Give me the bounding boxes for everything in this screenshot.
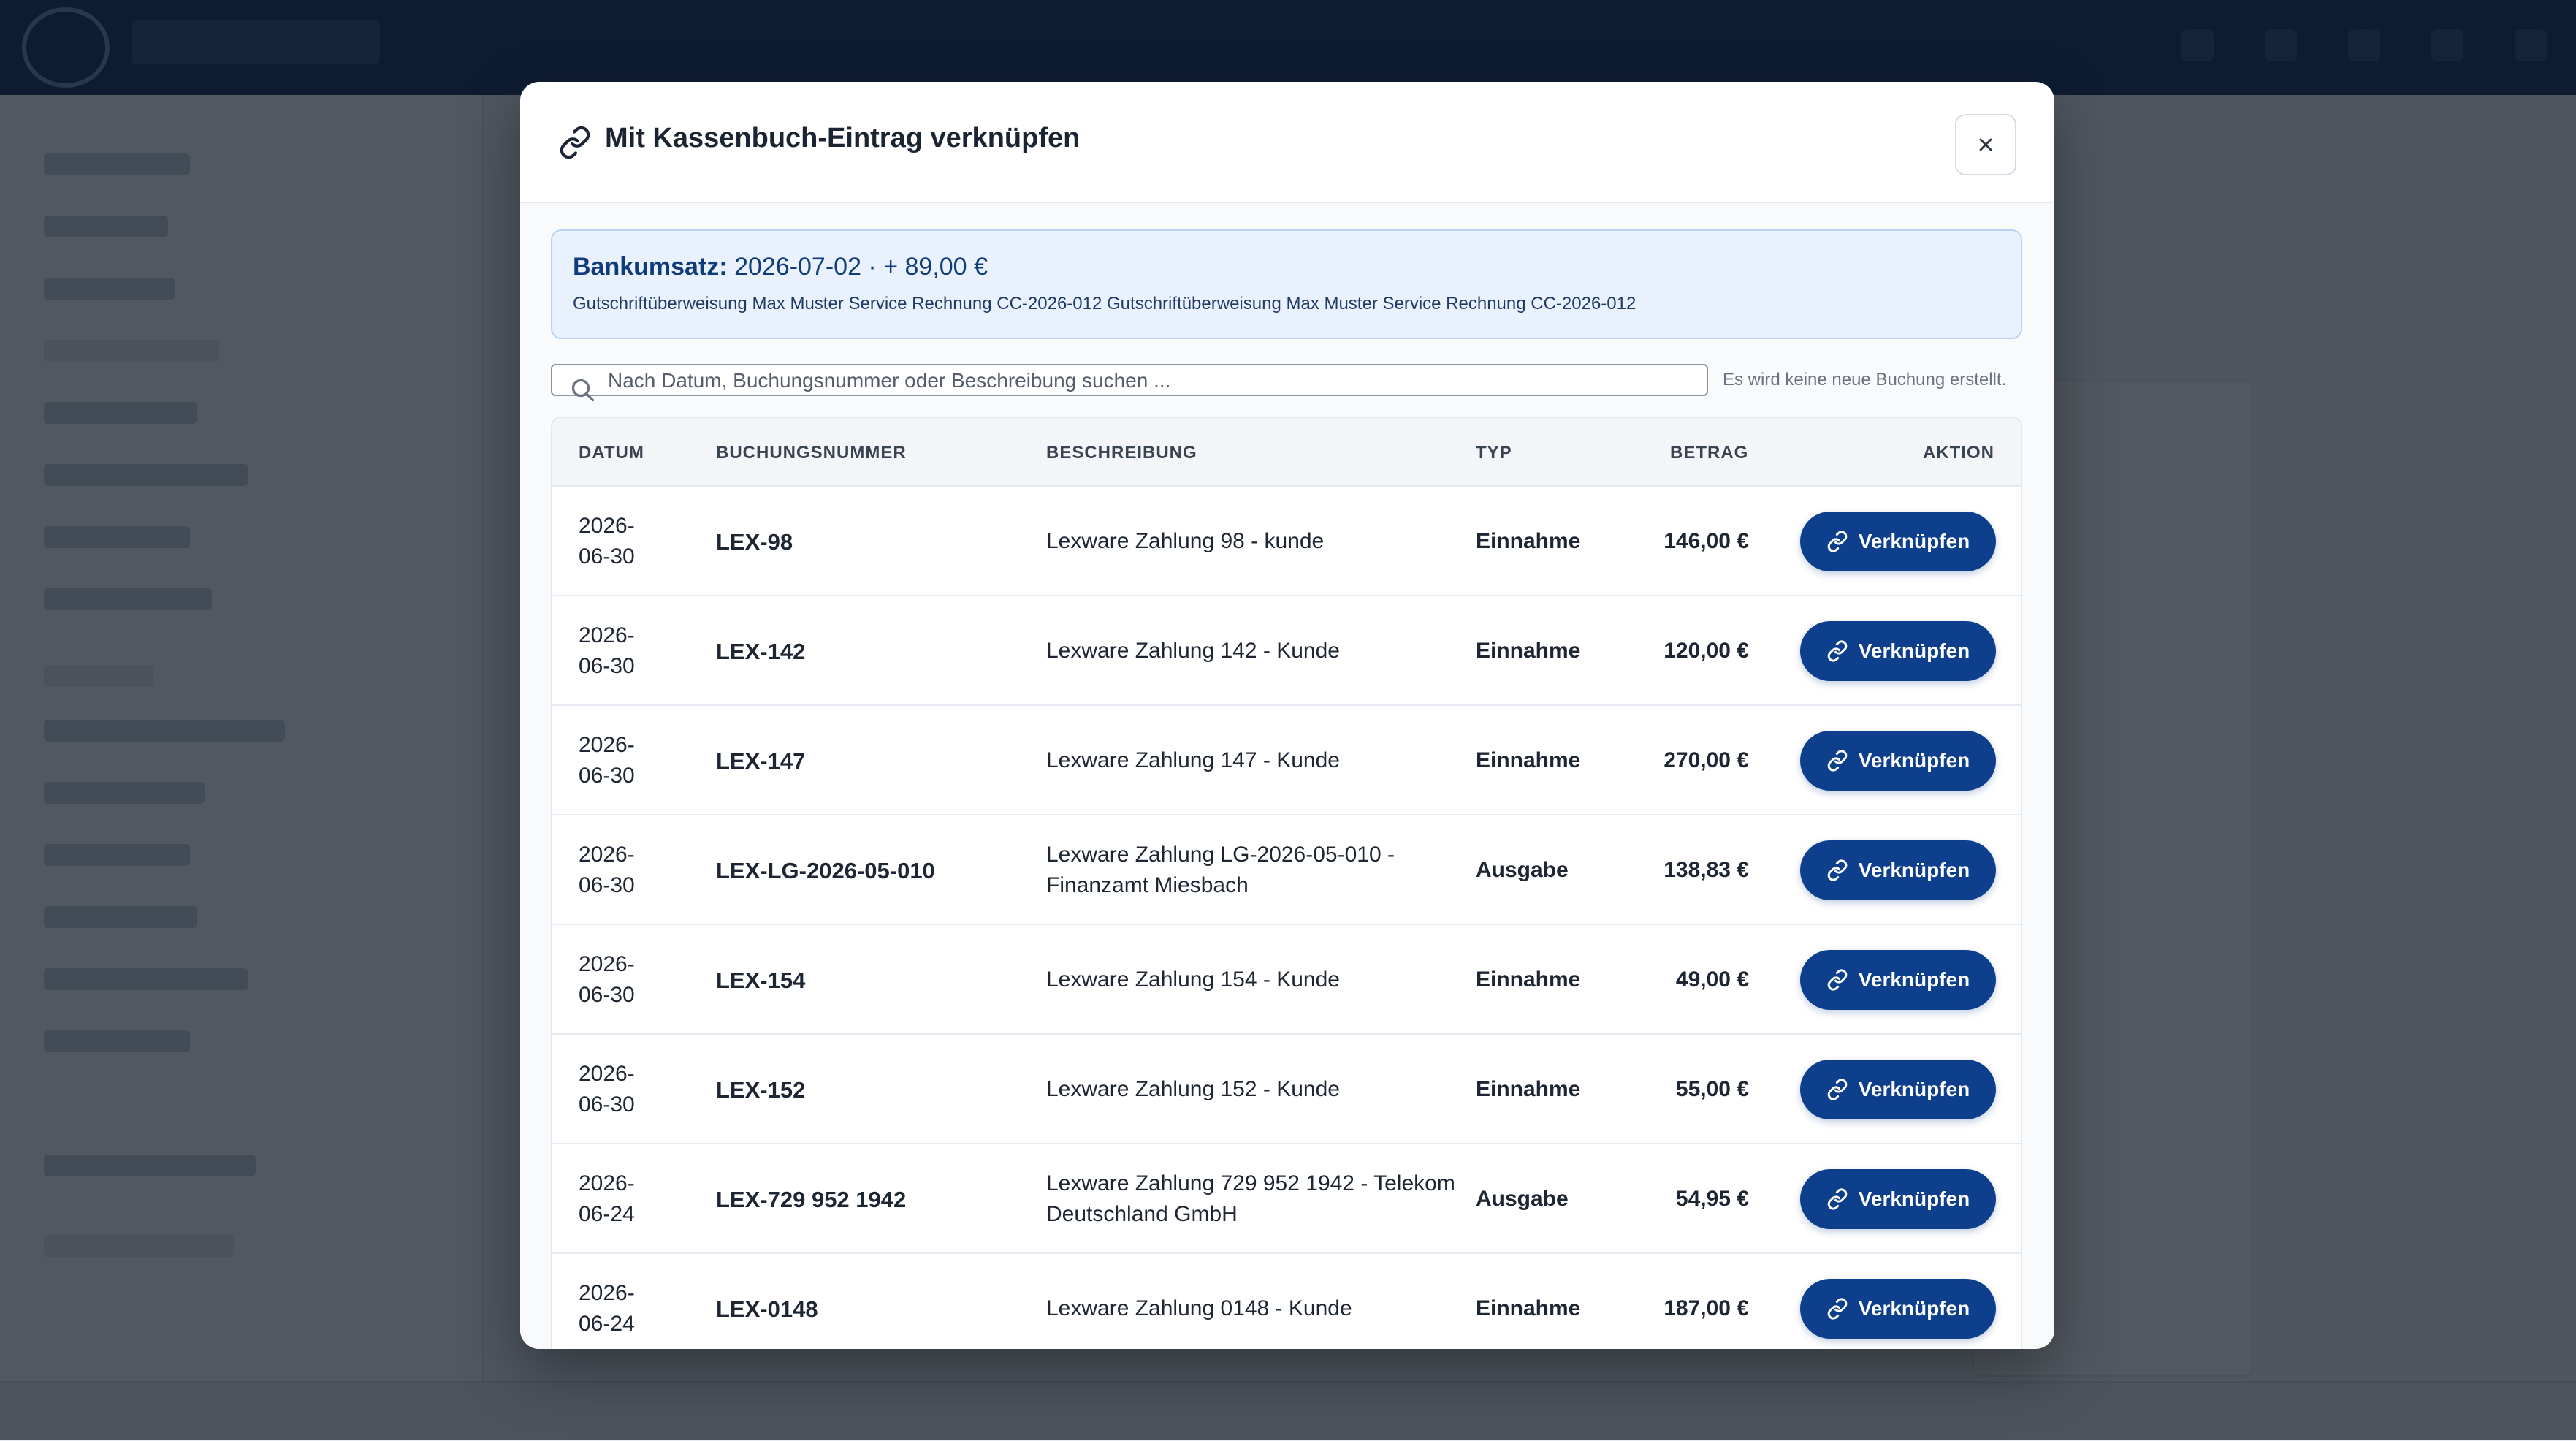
entry-number: LEX-LG-2026-05-010 [716, 858, 935, 883]
entry-description: Lexware Zahlung LG-2026-05-010 - Finanza… [1046, 843, 1395, 897]
column-header-description: BESCHREIBUNG [1046, 443, 1197, 463]
link-entry-button-label: Verknüpfen [1858, 859, 1970, 881]
link-entry-button[interactable]: Verknüpfen [1800, 731, 1996, 791]
link-entry-button-label: Verknüpfen [1858, 639, 1970, 662]
link-entry-button[interactable]: Verknüpfen [1800, 512, 1996, 571]
table-row: 2026-06-30 LEX-154 Lexware Zahlung 154 - K… [552, 925, 2021, 1035]
dialog-header: Mit Kassenbuch-Eintrag verknüpfen [520, 82, 2054, 203]
entry-description: Lexware Zahlung 152 - Kunde [1046, 1077, 1340, 1101]
bank-transaction-info: Bankumsatz: 2026-07-02 · + 89,00 € Gutsc… [551, 229, 2022, 339]
entry-description: Lexware Zahlung 98 - kunde [1046, 529, 1325, 553]
entry-description: Lexware Zahlung 0148 - Kunde [1046, 1296, 1352, 1320]
link-entry-button-label: Verknüpfen [1858, 1297, 1970, 1320]
table-row: 2026-06-24 LEX-729 952 1942 Lexware Zahlun… [552, 1144, 2021, 1254]
search-field[interactable] [551, 364, 1708, 402]
entry-date: 2026-06-30 [579, 843, 635, 897]
entry-description: Lexware Zahlung 729 952 1942 - Telekom D… [1046, 1171, 1455, 1226]
link-icon [1827, 859, 1848, 881]
link-entry-button[interactable]: Verknüpfen [1800, 621, 1996, 681]
table-row: 2026-06-30 LEX-152 Lexware Zahlung 152 - K… [552, 1035, 2021, 1144]
entry-number: LEX-729 952 1942 [716, 1187, 907, 1212]
entry-description: Lexware Zahlung 142 - Kunde [1046, 639, 1340, 663]
bank-transaction-summary: Bankumsatz: 2026-07-02 · + 89,00 € [573, 253, 988, 281]
column-header-action: AKTION [1923, 443, 1994, 463]
entry-amount: 55,00 € [1675, 1077, 1749, 1101]
entry-number: LEX-147 [716, 748, 806, 774]
column-header-number: BUCHUNGSNUMMER [716, 443, 907, 463]
table-row: 2026-06-30 LEX-147 Lexware Zahlung 147 - K… [552, 706, 2021, 815]
search-input[interactable] [606, 365, 1698, 396]
dialog-body: Bankumsatz: 2026-07-02 · + 89,00 € Gutsc… [520, 203, 2054, 1349]
entry-date: 2026-06-30 [579, 514, 635, 569]
entry-amount: 270,00 € [1664, 748, 1749, 772]
close-icon [1979, 138, 1992, 151]
bank-transaction-label: Bankumsatz: [573, 253, 728, 281]
entry-date: 2026-06-30 [579, 952, 635, 1007]
link-entry-button-label: Verknüpfen [1858, 968, 1970, 991]
table-header: DATUM BUCHUNGSNUMMER BESCHREIBUNG TYP BE… [552, 418, 2021, 487]
table-row: 2026-06-24 LEX-0148 Lexware Zahlung 0148 -… [552, 1254, 2021, 1349]
link-entry-button[interactable]: Verknüpfen [1800, 840, 1996, 900]
table-row: 2026-06-30 LEX-98 Lexware Zahlung 98 - kun… [552, 487, 2021, 596]
entry-description: Lexware Zahlung 147 - Kunde [1046, 748, 1340, 772]
entry-type: Ausgabe [1476, 1187, 1569, 1211]
table-row: 2026-06-30 LEX-LG-2026-05-010 Lexware Zahl… [552, 815, 2021, 925]
entry-date: 2026-06-30 [579, 623, 635, 678]
link-entry-button[interactable]: Verknüpfen [1800, 950, 1996, 1010]
entry-amount: 146,00 € [1664, 529, 1749, 553]
search-icon [571, 379, 595, 402]
entry-date: 2026-06-24 [579, 1281, 635, 1336]
entry-number: LEX-154 [716, 967, 806, 993]
entry-number: LEX-142 [716, 639, 806, 664]
link-icon [560, 126, 590, 159]
link-icon [1827, 750, 1848, 772]
entry-type: Einnahme [1476, 1296, 1581, 1320]
entry-number: LEX-0148 [716, 1296, 818, 1322]
link-entry-button-label: Verknüpfen [1858, 1078, 1970, 1100]
column-header-amount: BETRAG [1670, 443, 1749, 463]
column-header-date: DATUM [579, 443, 644, 463]
bank-transaction-value: 2026-07-02 · + 89,00 € [734, 253, 988, 281]
link-icon [1827, 531, 1848, 552]
link-entry-button[interactable]: Verknüpfen [1800, 1060, 1996, 1119]
search-hint: Es wird keine neue Buchung erstellt. [1723, 370, 2007, 389]
link-entry-button[interactable]: Verknüpfen [1800, 1279, 1996, 1339]
entry-number: LEX-152 [716, 1077, 806, 1103]
link-entry-button-label: Verknüpfen [1858, 530, 1970, 552]
entry-number: LEX-98 [716, 529, 793, 555]
entry-type: Einnahme [1476, 1077, 1581, 1101]
entry-amount: 187,00 € [1664, 1296, 1749, 1320]
entry-type: Einnahme [1476, 529, 1581, 553]
table-row: 2026-06-30 LEX-142 Lexware Zahlung 142 - K… [552, 596, 2021, 706]
link-icon [1827, 640, 1848, 662]
column-header-type: TYP [1476, 443, 1512, 463]
link-entry-button[interactable]: Verknüpfen [1800, 1169, 1996, 1229]
link-entry-button-label: Verknüpfen [1858, 749, 1970, 772]
entry-date: 2026-06-30 [579, 1062, 635, 1117]
entry-amount: 54,95 € [1675, 1187, 1749, 1211]
entry-date: 2026-06-30 [579, 733, 635, 788]
entry-type: Ausgabe [1476, 858, 1569, 882]
entry-amount: 138,83 € [1664, 858, 1749, 882]
link-entry-button-label: Verknüpfen [1858, 1187, 1970, 1210]
entry-amount: 49,00 € [1675, 967, 1749, 992]
link-icon [1827, 969, 1848, 991]
entry-type: Einnahme [1476, 967, 1581, 992]
link-icon [1827, 1188, 1848, 1210]
dialog-title: Mit Kassenbuch-Eintrag verknüpfen [605, 123, 1081, 153]
entry-date: 2026-06-24 [579, 1171, 635, 1226]
entry-type: Einnahme [1476, 748, 1581, 772]
link-cashbook-dialog: Mit Kassenbuch-Eintrag verknüpfen Bankum… [520, 82, 2054, 1349]
entry-type: Einnahme [1476, 639, 1581, 663]
link-icon [1827, 1079, 1848, 1100]
entry-description: Lexware Zahlung 154 - Kunde [1046, 967, 1340, 992]
close-button[interactable] [1955, 114, 2016, 175]
entry-amount: 120,00 € [1664, 639, 1749, 663]
bank-transaction-purpose: Gutschriftüberweisung Max Muster Service… [573, 294, 1636, 313]
link-icon [1827, 1298, 1848, 1320]
cashbook-entries-table: DATUM BUCHUNGSNUMMER BESCHREIBUNG TYP BE… [551, 417, 2022, 1349]
